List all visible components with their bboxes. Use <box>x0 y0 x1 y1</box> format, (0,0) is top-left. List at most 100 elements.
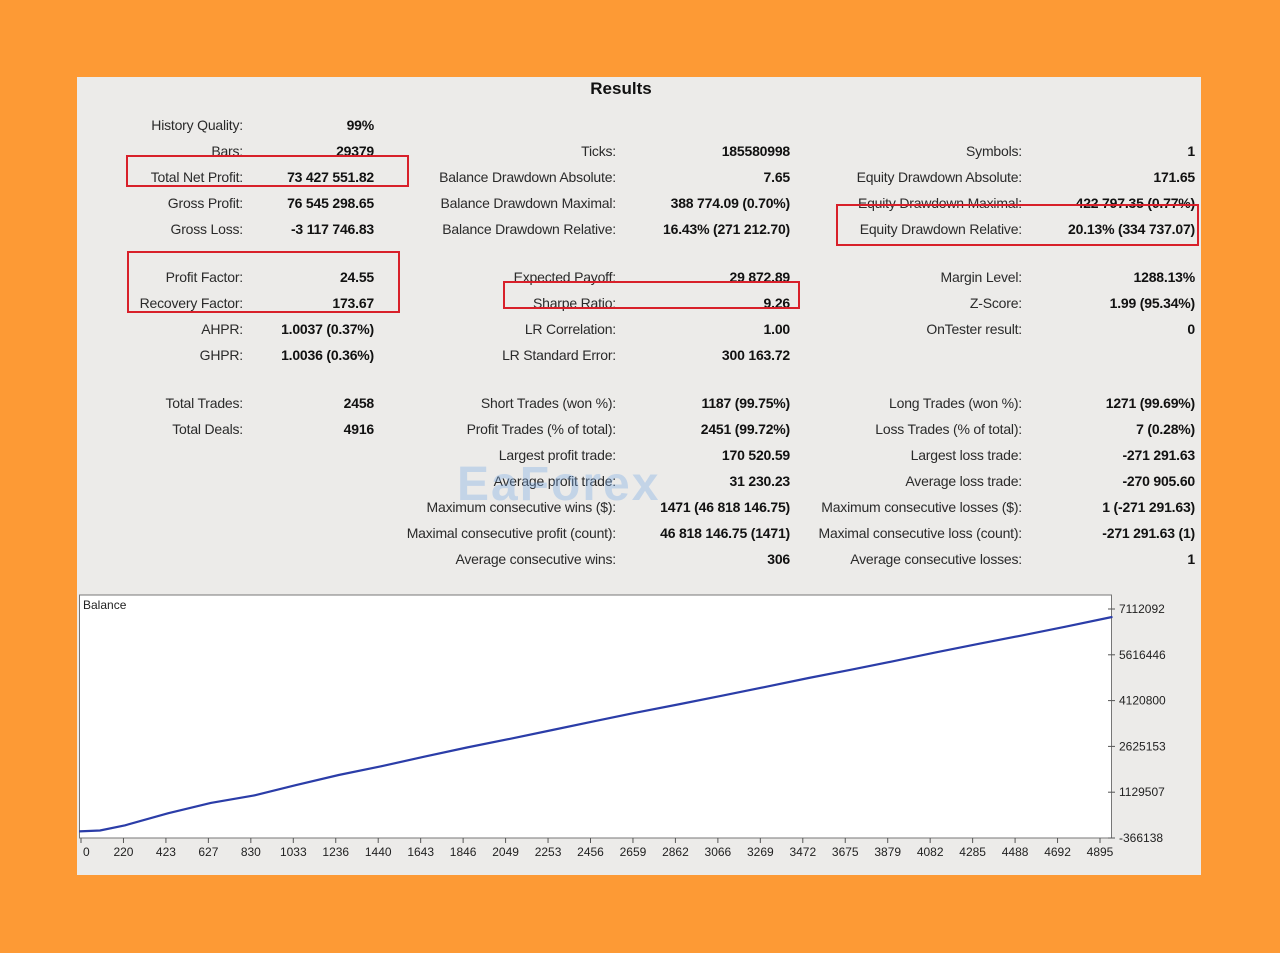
balance-point <box>466 746 468 749</box>
value-z-score: 1.99 (95.34%) <box>1109 295 1196 311</box>
chart-x-tick-label: 830 <box>241 845 261 859</box>
balance-point <box>337 774 340 776</box>
value-ahpr: 1.0037 (0.37%) <box>281 321 374 337</box>
chart-title: Balance <box>83 598 127 612</box>
label-average-consecutive-losses: Average consecutive losses: <box>850 551 1022 567</box>
chart-x-tick-label: 4692 <box>1044 845 1071 859</box>
value-largest-loss-trade: -271 291.63 <box>1122 447 1195 463</box>
value-balance-drawdown-maximal: 388 774.09 (0.70%) <box>670 195 791 211</box>
highlight-profit-recovery <box>127 251 400 313</box>
balance-point <box>1064 626 1066 628</box>
balance-point <box>978 642 981 645</box>
balance-point <box>1111 616 1113 618</box>
chart-x-tick-label: 1846 <box>450 845 477 859</box>
label-balance-drawdown-absolute: Balance Drawdown Absolute: <box>439 169 616 185</box>
chart-x-tick-label: 1033 <box>280 845 307 859</box>
chart-x-tick-label: 1643 <box>407 845 434 859</box>
label-ghpr: GHPR: <box>199 347 244 363</box>
label-gross-profit: Gross Profit: <box>167 195 243 211</box>
label-equity-drawdown-relative: Equity Drawdown Relative: <box>859 221 1022 237</box>
balance-point <box>423 755 426 758</box>
label-total-deals: Total Deals: <box>172 421 243 437</box>
label-ahpr: AHPR: <box>201 321 243 337</box>
results-title: Results <box>590 79 652 98</box>
balance-point <box>124 824 127 827</box>
label-z-score: Z-Score: <box>969 295 1022 311</box>
chart-x-tick-label: 3066 <box>705 845 732 859</box>
label-total-trades: Total Trades: <box>165 395 243 411</box>
value-total-trades: 2458 <box>343 395 375 411</box>
chart-x-tick-label: 0 <box>83 845 90 859</box>
balance-point <box>679 703 682 705</box>
chart-x-tick-label: 627 <box>198 845 218 859</box>
chart-x-tick-label: 4082 <box>917 845 944 859</box>
label-average-consecutive-wins: Average consecutive wins: <box>455 551 617 567</box>
label-history-quality: History Quality: <box>151 117 243 133</box>
balance-point <box>636 711 639 714</box>
chart-x-tick-label: 3472 <box>789 845 816 859</box>
value-gross-profit: 76 545 298.65 <box>287 195 374 211</box>
value-symbols: 1 <box>1187 143 1195 159</box>
label-profit-factor: Profit Factor: <box>165 269 244 285</box>
value-lr-correlation: 1.00 <box>763 321 791 337</box>
label-symbols: Symbols: <box>966 143 1022 159</box>
balance-point <box>167 812 169 815</box>
value-average-consecutive-wins: 306 <box>767 551 790 567</box>
value-long-trades-won: 1271 (99.69%) <box>1105 395 1195 411</box>
chart-x-tick-label: 3879 <box>874 845 901 859</box>
balance-point <box>765 686 767 688</box>
label-largest-profit-trade: Largest profit trade: <box>498 447 616 463</box>
value-ghpr: 1.0036 (0.36%) <box>281 347 374 363</box>
label-equity-drawdown-absolute: Equity Drawdown Absolute: <box>856 169 1023 185</box>
chart-x-tick-label: 423 <box>156 845 176 859</box>
highlight-sharpe-ratio <box>503 281 800 309</box>
balance-series-line <box>79 615 1113 833</box>
chart-y-tick-label: 5616446 <box>1119 648 1166 662</box>
value-margin-level: 1288.13% <box>1133 269 1196 285</box>
label-ontester-result: OnTester result: <box>926 321 1022 337</box>
chart-x-tick-label: 1440 <box>365 845 392 859</box>
label-profit-trades-of-total: Profit Trades (% of total): <box>466 421 617 437</box>
value-ontester-result: 0 <box>1187 321 1195 337</box>
label-balance-drawdown-maximal: Balance Drawdown Maximal: <box>440 195 616 211</box>
watermark: EaForex <box>457 458 661 511</box>
balance-point <box>935 651 938 654</box>
chart-x-tick-label: 4488 <box>1002 845 1029 859</box>
chart-x-tick-label: 2862 <box>662 845 689 859</box>
balance-point <box>508 738 511 740</box>
balance-point <box>722 694 725 697</box>
value-largest-profit-trade: 170 520.59 <box>721 447 790 463</box>
label-ticks: Ticks: <box>581 143 616 159</box>
label-lr-standard-error: LR Standard Error: <box>502 347 616 363</box>
balance-point <box>1021 634 1023 637</box>
balance-point <box>79 830 80 833</box>
label-average-profit-trade: Average profit trade: <box>493 473 617 489</box>
label-equity-drawdown-maximal: Equity Drawdown Maximal: <box>857 195 1022 211</box>
highlight-equity-drawdown-relative <box>836 204 1199 246</box>
value-lr-standard-error: 300 163.72 <box>721 347 790 363</box>
label-maximum-consecutive-losses: Maximum consecutive losses ($): <box>821 499 1022 515</box>
balance-point <box>893 660 895 662</box>
chart-x-tick-label: 2253 <box>535 845 562 859</box>
value-profit-factor: 24.55 <box>339 269 374 285</box>
label-recovery-factor: Recovery Factor: <box>139 295 244 311</box>
balance-chart-svg: Balance 7112092 5616446 4120800 2625153 11295… <box>79 594 1166 859</box>
value-maximal-consecutive-profit-count: 46 818 146.75 (1471) <box>660 525 790 541</box>
chart-y-tick-label: 7112092 <box>1119 602 1165 616</box>
value-average-consecutive-losses: 1 <box>1187 551 1195 567</box>
value-total-net-profit: 73 427 551.82 <box>287 169 374 185</box>
value-balance-drawdown-absolute: 7.65 <box>763 169 791 185</box>
chart-x-tick-label: 2049 <box>492 845 519 859</box>
chart-y-tick-label: 2625153 <box>1119 739 1166 753</box>
chart-x-tick-label: 1236 <box>322 845 349 859</box>
label-total-net-profit: Total Net Profit: <box>150 169 244 185</box>
label-long-trades-won: Long Trades (won %): <box>889 395 1022 411</box>
value-maximum-consecutive-wins: 1471 (46 818 146.75) <box>660 499 790 515</box>
balance-point <box>850 668 853 671</box>
balance-chart: Balance 7112092 5616446 4120800 2625153 11295… <box>79 593 1197 863</box>
chart-y-tick-label: 4120800 <box>1119 694 1166 708</box>
value-total-deals: 4916 <box>343 421 375 437</box>
value-equity-drawdown-maximal: 422 797.35 (0.77%) <box>1075 195 1196 211</box>
value-loss-trades-of-total: 7 (0.28%) <box>1136 421 1195 437</box>
value-balance-drawdown-relative: 16.43% (271 212.70) <box>663 221 790 237</box>
